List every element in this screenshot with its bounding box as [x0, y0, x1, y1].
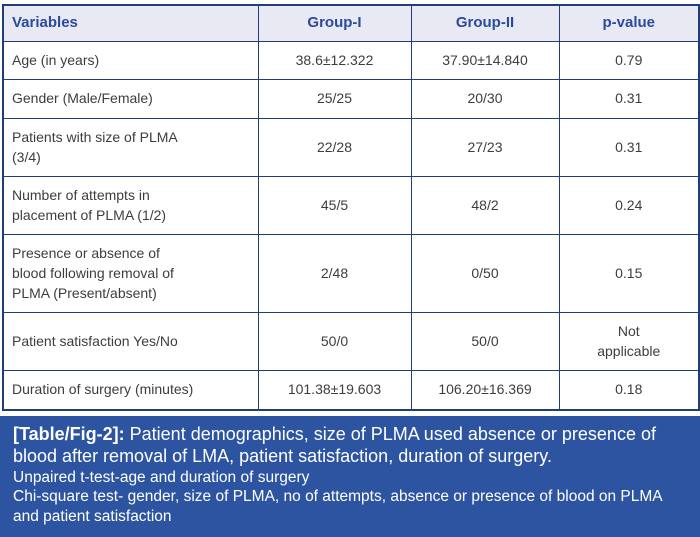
variable-cell: Patient satisfaction Yes/No	[2, 312, 259, 372]
group1-cell: 45/5	[257, 176, 412, 236]
group2-cell: 0/50	[410, 234, 560, 314]
pvalue-cell: Not applicable	[558, 312, 700, 372]
footnote-chisquare: Chi-square test- gender, size of PLMA, n…	[13, 488, 662, 526]
table-row: Patients with size of PLMA (3/4) 22/28 27/…	[2, 117, 700, 178]
table-footer: [Table/Fig-2]: Patient demographics, size…	[0, 415, 700, 537]
pvalue-cell: 0.79	[558, 40, 700, 81]
variable-cell: Number of attempts in placement of PLMA …	[2, 176, 259, 236]
footnote-ttest: Unpaired t-test-age and duration of surg…	[13, 468, 310, 486]
group1-cell: 50/0	[257, 312, 412, 372]
group2-cell: 37.90±14.840	[410, 40, 560, 81]
demographics-table: Variables Group-I Group-II p-value Age (…	[2, 4, 700, 411]
variable-cell: Patients with size of PLMA (3/4)	[2, 117, 259, 178]
caption-text: Patient demographics, size of PLMA used …	[13, 423, 656, 467]
group1-cell: 101.38±19.603	[257, 370, 412, 411]
group2-cell: 48/2	[410, 176, 560, 236]
column-header-group1: Group-I	[257, 4, 412, 42]
variable-cell: Age (in years)	[2, 40, 259, 81]
table-body: Age (in years) 38.6±12.322 37.90±14.840 0.7…	[2, 40, 700, 411]
group1-cell: 2/48	[257, 234, 412, 314]
column-header-group2: Group-II	[410, 4, 560, 42]
table-row: Presence or absence of blood following r…	[2, 234, 700, 314]
group2-cell: 50/0	[410, 312, 560, 372]
table-header: Variables Group-I Group-II p-value	[2, 4, 700, 42]
variable-cell: Gender (Male/Female)	[2, 79, 259, 119]
table-row: Number of attempts in placement of PLMA …	[2, 176, 700, 236]
pvalue-cell: 0.15	[558, 234, 700, 314]
column-header-variables: Variables	[2, 4, 259, 42]
pvalue-cell: 0.31	[558, 79, 700, 119]
table-row: Duration of surgery (minutes) 101.38±19.6…	[2, 370, 700, 411]
variable-cell: Presence or absence of blood following r…	[2, 234, 259, 314]
group1-cell: 25/25	[257, 79, 412, 119]
column-header-pvalue: p-value	[558, 4, 700, 42]
variable-cell: Duration of surgery (minutes)	[2, 370, 259, 411]
table-container: Variables Group-I Group-II p-value Age (…	[2, 4, 700, 411]
pvalue-cell: 0.24	[558, 176, 700, 236]
pvalue-cell: 0.18	[558, 370, 700, 411]
pvalue-cell: 0.31	[558, 117, 700, 178]
header-row: Variables Group-I Group-II p-value	[2, 4, 700, 42]
table-row: Gender (Male/Female) 25/25 20/30 0.31	[2, 79, 700, 119]
group2-cell: 20/30	[410, 79, 560, 119]
caption-label: [Table/Fig-2]:	[13, 423, 125, 444]
table-caption: [Table/Fig-2]: Patient demographics, size…	[13, 423, 687, 468]
group2-cell: 27/23	[410, 117, 560, 178]
table-row: Patient satisfaction Yes/No 50/0 50/0 Not a…	[2, 312, 700, 372]
group1-cell: 22/28	[257, 117, 412, 178]
table-row: Age (in years) 38.6±12.322 37.90±14.840 0.7…	[2, 40, 700, 81]
group2-cell: 106.20±16.369	[410, 370, 560, 411]
group1-cell: 38.6±12.322	[257, 40, 412, 81]
